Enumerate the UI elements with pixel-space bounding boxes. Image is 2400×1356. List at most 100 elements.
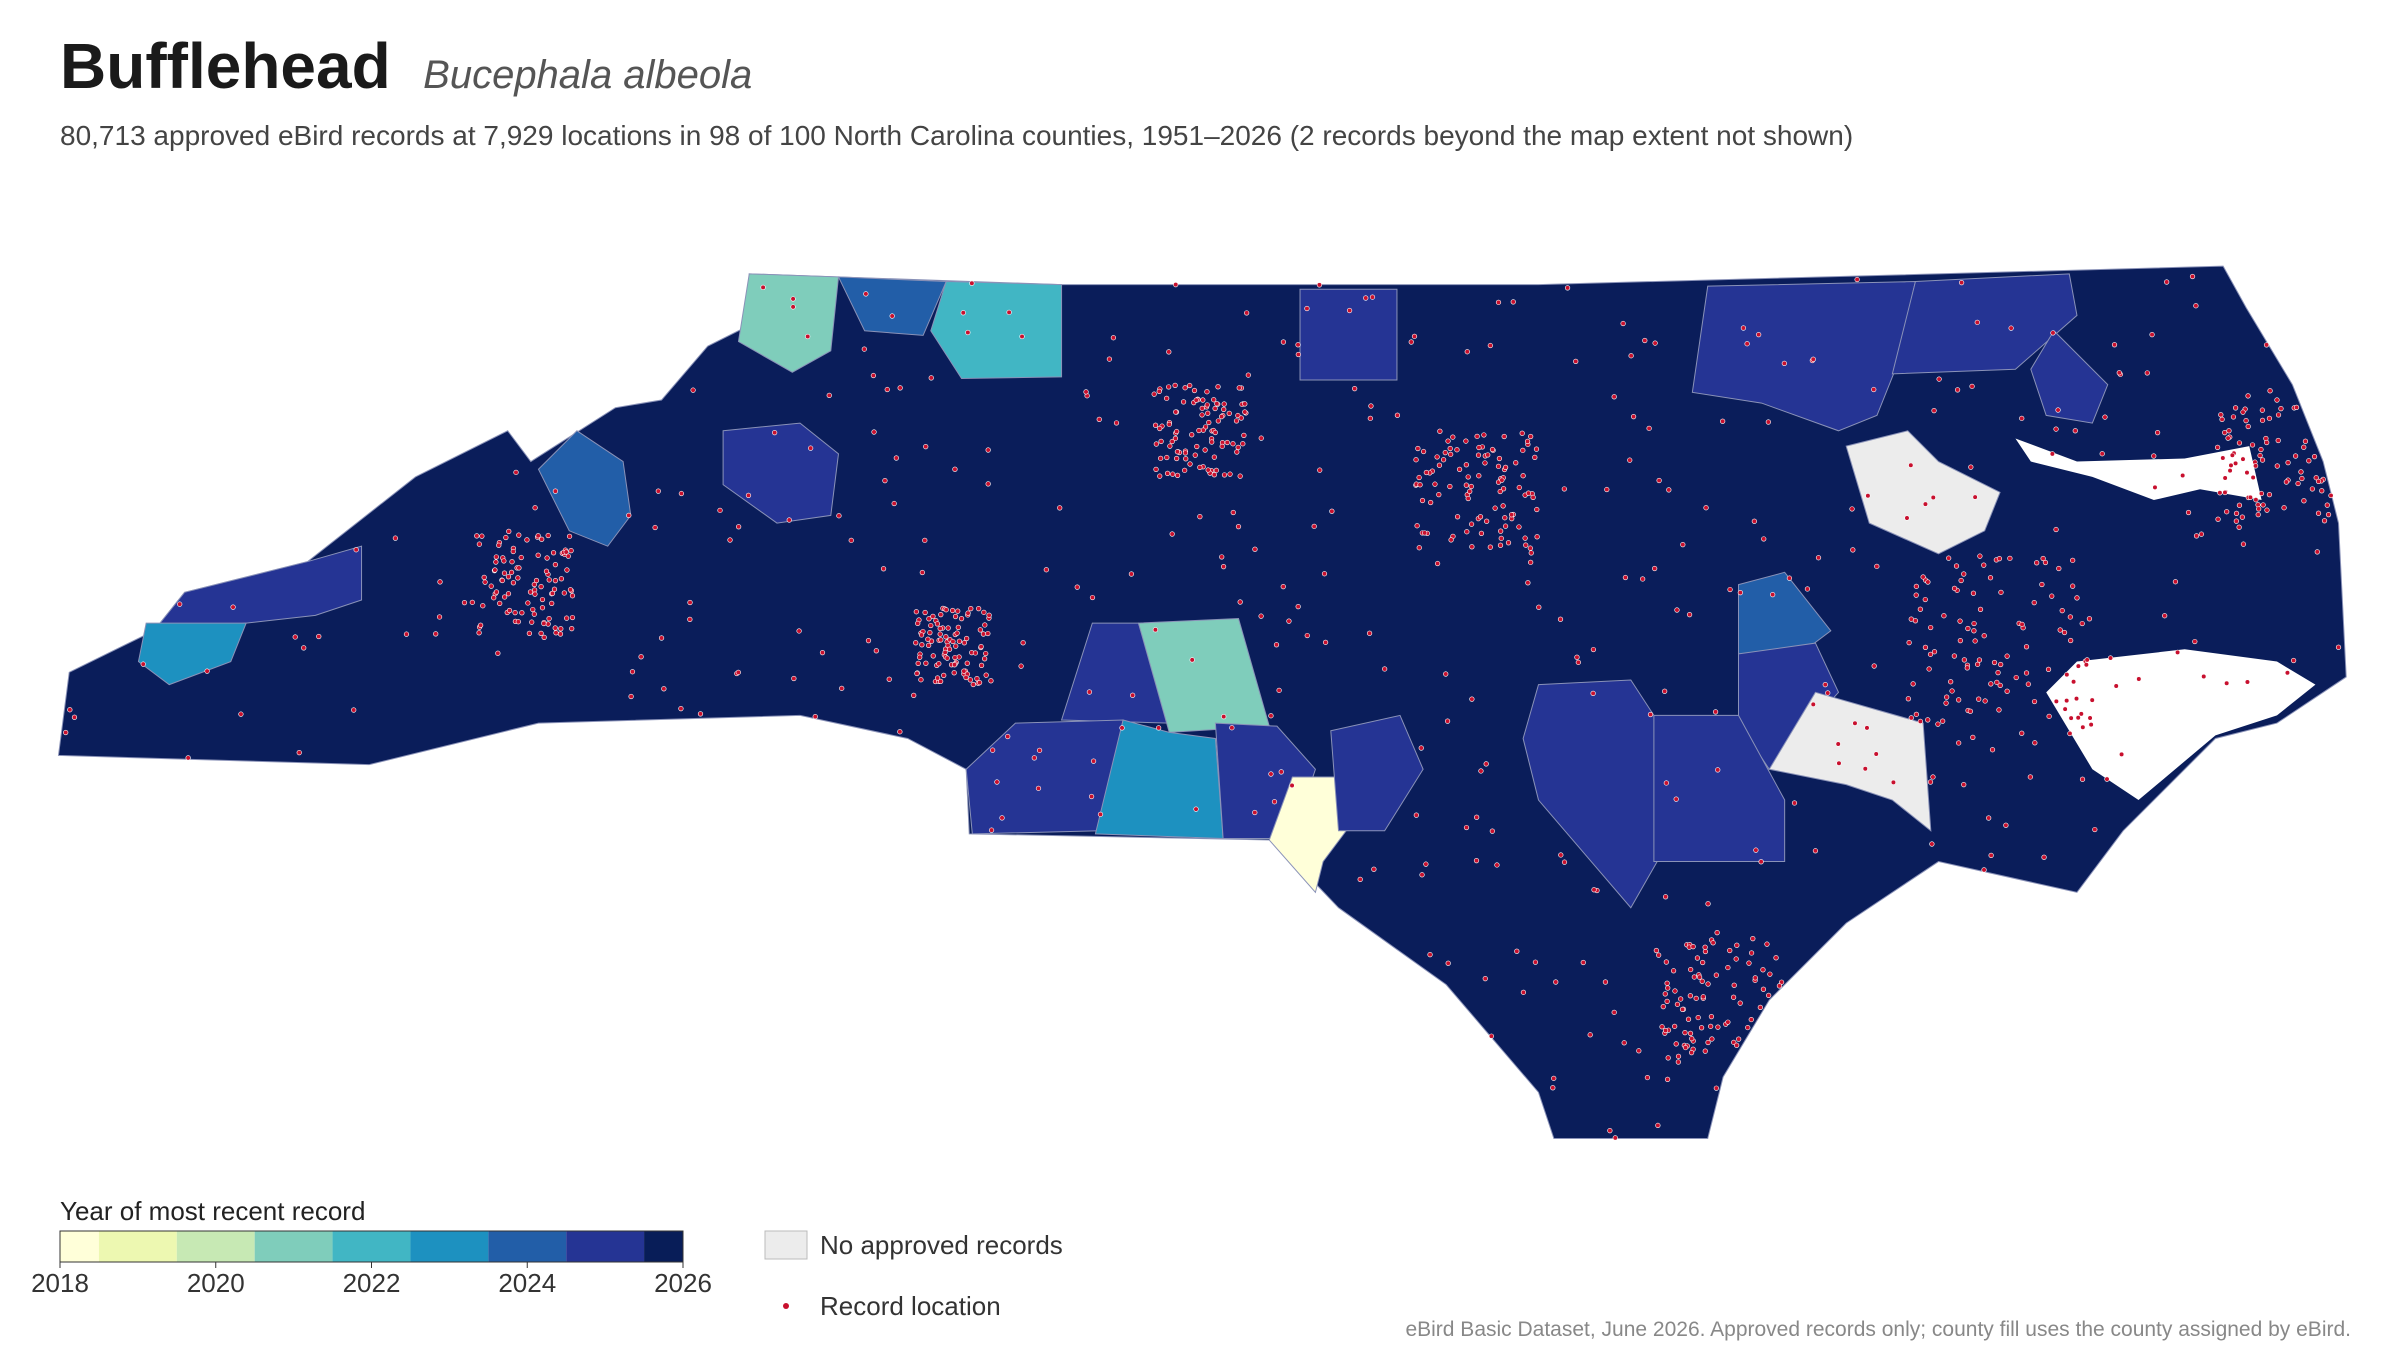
record-dot	[1997, 682, 2003, 689]
record-dot	[1700, 994, 1706, 1000]
record-dot	[567, 587, 574, 593]
record-dot	[538, 630, 544, 637]
record-dot	[1469, 544, 1475, 550]
record-swatch	[783, 1303, 789, 1309]
record-dot	[1748, 1016, 1754, 1023]
record-dot	[1499, 477, 1505, 483]
record-dot	[529, 619, 535, 625]
record-dot	[1119, 725, 1125, 731]
record-dot	[2255, 512, 2261, 518]
record-dot	[1227, 471, 1233, 477]
record-dot	[1733, 956, 1739, 962]
record-dot	[2226, 428, 2232, 434]
record-dot	[2258, 446, 2264, 453]
record-dot	[1981, 867, 1987, 873]
record-dot	[1702, 948, 1709, 955]
record-dot	[2266, 492, 2273, 498]
record-dot	[2025, 681, 2031, 687]
record-dot	[1781, 360, 1787, 367]
record-dot	[1712, 709, 1719, 715]
record-dot	[922, 609, 928, 616]
record-dot	[2174, 649, 2181, 655]
record-dot	[985, 447, 991, 453]
record-dot	[185, 755, 191, 761]
record-dot	[661, 686, 667, 692]
record-dot	[918, 677, 924, 683]
record-dot	[1224, 439, 1230, 446]
record-dot	[531, 581, 537, 588]
record-dot	[638, 654, 644, 660]
record-dot	[889, 313, 895, 319]
record-dot	[2232, 405, 2239, 411]
record-dot	[1561, 486, 1567, 492]
record-dot	[1678, 996, 1684, 1002]
record-dot	[1322, 639, 1329, 645]
record-dot	[1644, 1074, 1651, 1081]
record-dot	[1666, 487, 1672, 493]
record-dot	[2298, 469, 2304, 475]
record-dot	[1422, 530, 1428, 536]
record-dot	[535, 552, 541, 558]
record-dot	[479, 533, 485, 539]
record-dot	[1166, 421, 1172, 427]
record-dot	[1810, 356, 1816, 362]
record-dot	[968, 606, 974, 612]
record-dot	[1528, 433, 1534, 440]
record-dot	[1927, 651, 1934, 657]
record-dot	[1006, 309, 1012, 315]
record-dot	[1218, 414, 1225, 420]
record-dot	[516, 532, 522, 538]
record-dot	[2042, 559, 2049, 566]
record-dot	[965, 329, 971, 336]
record-dot	[2284, 670, 2291, 676]
record-dot	[569, 614, 576, 621]
record-dot	[1765, 419, 1771, 425]
record-dot	[1766, 992, 1772, 999]
record-dot	[1382, 666, 1388, 672]
record-dot	[1976, 696, 1982, 702]
record-dot	[539, 536, 545, 542]
record-dot	[524, 537, 530, 543]
record-dot	[983, 650, 989, 657]
record-dot	[2220, 455, 2226, 461]
record-dot	[1940, 718, 1946, 724]
record-dot	[1442, 450, 1448, 456]
record-dot	[1445, 960, 1451, 966]
record-dot	[1450, 434, 1456, 440]
record-dot	[2055, 407, 2061, 413]
record-dot	[790, 304, 796, 310]
record-dot	[1908, 462, 1914, 468]
record-dot	[1204, 402, 1210, 408]
record-dot	[532, 591, 538, 597]
record-dot	[2064, 672, 2070, 678]
record-dot	[988, 827, 995, 833]
record-dot	[976, 606, 982, 612]
record-dot	[1951, 585, 1958, 591]
record-dot	[1574, 654, 1580, 660]
record-dot	[1652, 340, 1658, 346]
record-dot	[1128, 571, 1135, 577]
record-dot	[2224, 509, 2230, 515]
record-dot	[2240, 456, 2246, 462]
record-dot	[1604, 486, 1610, 493]
record-dot	[1474, 433, 1480, 439]
record-dot	[1714, 930, 1720, 936]
record-dot	[1680, 542, 1686, 548]
record-dot	[919, 642, 925, 648]
record-dot	[1230, 441, 1236, 447]
record-dot	[1533, 446, 1540, 452]
record-dot	[2180, 472, 2186, 479]
record-dot	[1174, 449, 1181, 455]
record-dot	[1199, 405, 1205, 411]
record-dot	[1106, 356, 1113, 362]
record-dot	[1280, 584, 1286, 590]
record-dot	[2019, 415, 2025, 421]
record-dot	[493, 554, 499, 560]
record-dot	[1662, 688, 1668, 694]
record-dot	[525, 600, 531, 606]
record-dot	[1164, 470, 1171, 477]
record-dot	[1929, 841, 1935, 847]
record-dot	[1321, 571, 1328, 577]
record-dot	[986, 612, 992, 618]
